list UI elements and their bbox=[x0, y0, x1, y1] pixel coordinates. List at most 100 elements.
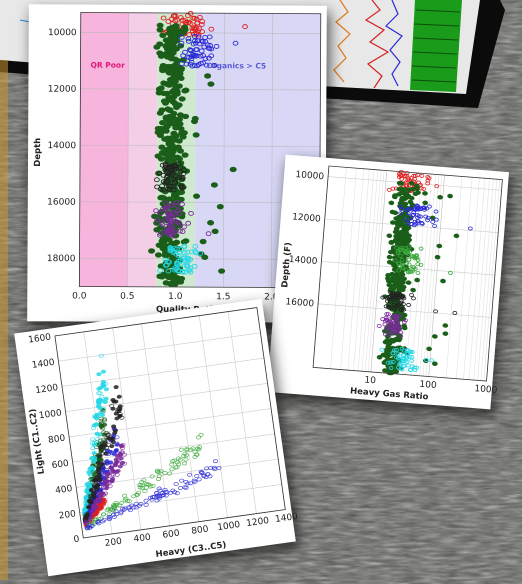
data-point bbox=[392, 194, 398, 200]
data-point bbox=[174, 144, 182, 150]
data-point bbox=[168, 220, 174, 226]
data-point bbox=[162, 81, 170, 87]
data-point bbox=[430, 219, 436, 224]
data-point bbox=[229, 166, 237, 173]
y-gridline bbox=[65, 383, 268, 412]
data-point bbox=[399, 230, 406, 235]
data-point bbox=[402, 173, 408, 178]
data-point bbox=[105, 432, 111, 437]
data-point bbox=[170, 233, 177, 239]
data-point bbox=[242, 24, 248, 30]
data-point bbox=[110, 440, 116, 444]
data-point bbox=[232, 40, 239, 46]
data-point bbox=[115, 409, 121, 413]
data-point bbox=[172, 179, 178, 185]
region-band-1 bbox=[127, 12, 158, 287]
x-tick-label: 1.0 bbox=[168, 292, 183, 302]
data-point bbox=[154, 468, 160, 473]
data-point bbox=[408, 269, 414, 274]
x-gridline bbox=[425, 174, 443, 377]
x-gridline bbox=[419, 174, 436, 376]
data-point bbox=[199, 238, 207, 245]
x-gridline bbox=[477, 178, 494, 381]
data-point bbox=[172, 133, 180, 139]
y-tick-label: 14000 bbox=[288, 255, 318, 267]
x-gridline bbox=[463, 177, 480, 380]
data-point bbox=[92, 517, 98, 522]
x-tick-label: 1400 bbox=[275, 512, 299, 525]
x-tick-label: 0.5 bbox=[120, 292, 134, 302]
data-point bbox=[182, 49, 188, 55]
data-point bbox=[181, 152, 189, 158]
data-point bbox=[390, 351, 396, 356]
data-point bbox=[422, 191, 428, 196]
data-point bbox=[169, 117, 177, 124]
y-tick-label: 1200 bbox=[35, 383, 59, 396]
data-point bbox=[387, 332, 392, 337]
data-point bbox=[96, 372, 102, 377]
data-point bbox=[442, 323, 449, 328]
x-tick-label: 600 bbox=[162, 529, 181, 541]
data-point bbox=[117, 412, 123, 417]
data-point bbox=[380, 295, 386, 300]
data-point bbox=[418, 246, 424, 251]
data-point bbox=[433, 217, 439, 222]
data-point bbox=[405, 351, 411, 356]
x-tick-label: 1000 bbox=[217, 520, 241, 533]
data-point bbox=[425, 218, 430, 223]
data-point bbox=[166, 141, 174, 147]
data-point bbox=[433, 209, 439, 214]
data-point bbox=[131, 494, 137, 499]
data-point bbox=[409, 292, 414, 297]
y-tick-label: 1000 bbox=[38, 408, 62, 421]
data-point bbox=[173, 104, 181, 111]
y-gridline bbox=[61, 357, 265, 387]
data-point bbox=[394, 348, 399, 353]
data-point bbox=[159, 67, 167, 74]
data-point bbox=[178, 275, 186, 282]
data-point bbox=[407, 367, 413, 372]
data-point bbox=[411, 210, 417, 215]
data-point bbox=[400, 265, 405, 270]
data-point bbox=[113, 460, 119, 465]
data-point bbox=[156, 50, 164, 56]
data-point bbox=[113, 509, 119, 514]
data-point bbox=[395, 365, 401, 370]
data-point bbox=[94, 431, 100, 436]
data-point bbox=[398, 307, 404, 312]
data-point bbox=[165, 268, 172, 274]
light-heavy-crossplot: 200 400 600 800 1000 1200 1400 0 200 400 600 800 100… bbox=[28, 307, 299, 560]
data-point bbox=[170, 187, 177, 193]
region-band-0 bbox=[79, 12, 129, 287]
data-point bbox=[158, 210, 164, 216]
data-point bbox=[178, 96, 186, 102]
y-tick-label: 18000 bbox=[47, 254, 76, 264]
data-point bbox=[396, 268, 402, 273]
data-point bbox=[102, 381, 109, 386]
data-point bbox=[400, 294, 406, 299]
data-point bbox=[156, 474, 162, 479]
data-point bbox=[163, 493, 169, 498]
data-point bbox=[391, 313, 396, 318]
data-point bbox=[173, 199, 180, 205]
data-point bbox=[384, 312, 390, 317]
data-point bbox=[183, 485, 189, 490]
data-point bbox=[100, 479, 106, 484]
data-point bbox=[145, 482, 151, 487]
data-point bbox=[165, 186, 171, 192]
data-point bbox=[398, 253, 403, 258]
data-point bbox=[412, 365, 418, 370]
data-point bbox=[394, 320, 400, 325]
data-point bbox=[193, 16, 200, 22]
data-point bbox=[165, 44, 173, 50]
data-point bbox=[183, 61, 190, 67]
data-point bbox=[406, 262, 412, 267]
data-point bbox=[169, 171, 175, 177]
data-point bbox=[117, 464, 123, 469]
data-point bbox=[390, 220, 396, 225]
data-point bbox=[382, 322, 388, 327]
data-point bbox=[164, 146, 172, 153]
data-point bbox=[156, 27, 164, 33]
y-tick-label: 1600 bbox=[28, 333, 52, 346]
data-point bbox=[434, 254, 441, 260]
